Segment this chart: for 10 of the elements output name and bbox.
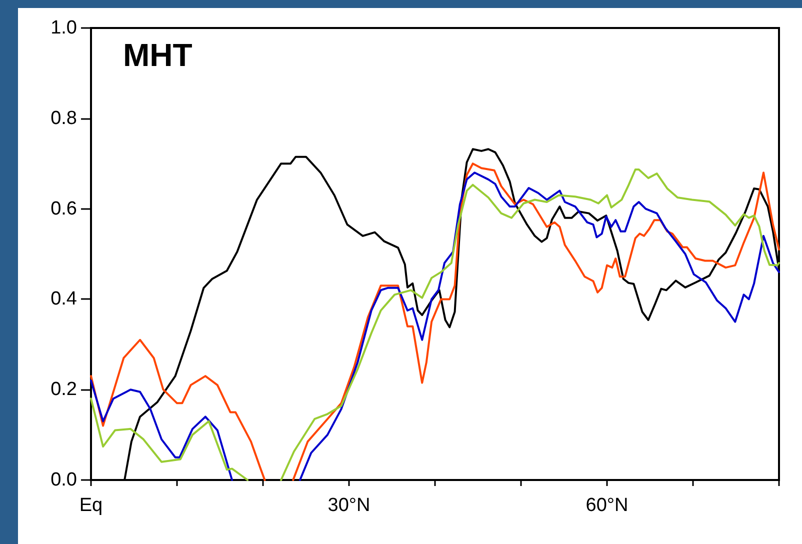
x-tick-label: Eq	[79, 495, 103, 516]
y-tick-label: 0.6	[50, 198, 77, 220]
x-tick-label: 60°N	[586, 495, 628, 516]
x-tick-label: 30°N	[328, 495, 370, 516]
chart-title: MHT	[123, 37, 193, 73]
y-tick-label: 0.4	[50, 288, 78, 310]
y-tick-label: 1.0	[50, 18, 77, 38]
y-tick-label: 0.0	[50, 470, 77, 490]
y-tick-label: 0.8	[50, 108, 77, 129]
y-tick-label: 0.2	[50, 379, 77, 400]
